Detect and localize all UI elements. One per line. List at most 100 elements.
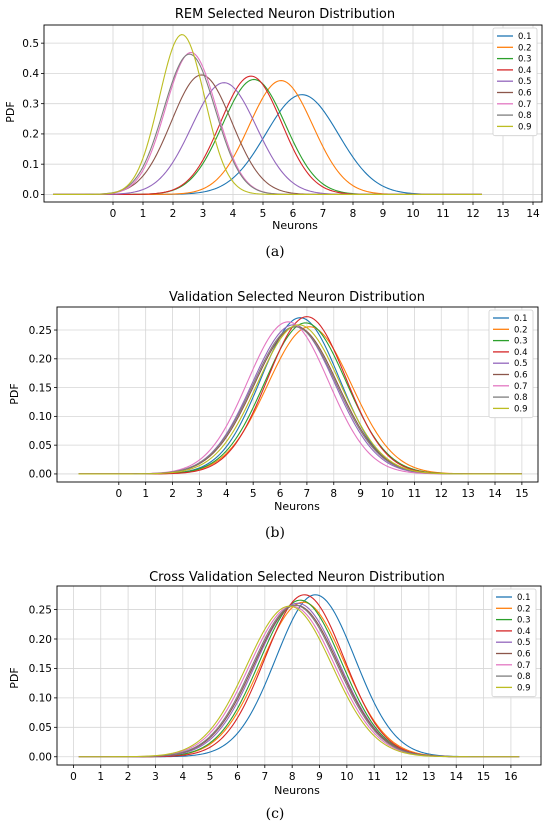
legend: 0.10.2 0.30.40.5 0.60.70.80.9 [491,588,537,698]
y-tick-label: 0.20 [29,354,52,366]
legend-label: 0.5 [518,77,532,87]
grid [57,586,541,765]
legend-label: 0.5 [517,638,531,648]
series-line-0.1 [78,594,520,758]
validation-chart: Validation Selected Neuron Distribution … [8,290,539,541]
x-tick-label: 5 [207,771,214,783]
series-line-0.9 [78,605,520,758]
x-tick-label: 3 [152,771,159,783]
y-tick-label: 0.00 [29,469,52,481]
y-tick-label: 0.05 [29,440,52,452]
x-tick-label: 2 [125,771,132,783]
legend-label: 0.7 [518,100,532,110]
series-line-0.5 [53,82,482,195]
legend-box [488,309,534,419]
y-tick-label: 0.25 [29,325,52,337]
series-line-0.6 [78,326,522,475]
x-tick-label: 4 [223,488,230,500]
y-tick-label: 0.15 [29,663,52,675]
x-tick-label: 1 [142,488,149,500]
legend-label: 0.3 [514,337,528,347]
y-tick-label: 0.10 [29,411,52,423]
y-tick-label: 0.25 [29,604,52,616]
legend-label: 0.2 [517,604,531,614]
y-tick-label: 0.3 [22,98,39,110]
x-tick-label: 4 [230,208,237,220]
legend-label: 0.6 [517,650,531,660]
x-axis-label: Neurons [274,500,320,513]
legend-label: 0.9 [514,404,528,414]
x-tick-label: 11 [368,771,381,783]
x-tick-label: 1 [97,771,104,783]
y-axis-label: PDF [8,667,21,688]
y-tick-label: 0.00 [29,752,52,764]
series-line-0.9 [78,324,522,475]
x-tick-label: 8 [330,488,337,500]
panel-caption: (c) [266,806,285,822]
tick-labels: 0 1 2 3 4 5 6 7 8 9 10 11 12 13 14 150.000.050.100.150.… [29,325,529,500]
y-tick-label: 0.05 [29,722,52,734]
legend-label: 0.2 [514,325,528,335]
chart-title: Validation Selected Neuron Distribution [169,290,425,305]
series-line-0.6 [78,604,520,758]
legend-label: 0.6 [518,89,532,99]
tick-labels: 0 1 2 3 4 5 6 7 8 9 10 11 12 13 140.00.10.20.30.40.5 [22,38,540,220]
x-tick-label: 9 [380,208,387,220]
x-tick-label: 12 [466,208,479,220]
series-lines [52,33,482,195]
legend-label: 0.9 [517,683,531,693]
legend-label: 0.1 [514,314,528,324]
series-line-0.2 [78,601,520,758]
cross-validation-chart: Cross Validation Selected Neuron Distrib… [8,570,542,822]
panel-caption: (b) [265,525,285,541]
legend-label: 0.4 [518,66,532,76]
x-tick-label: 15 [515,488,528,500]
x-tick-label: 3 [196,488,203,500]
legend-label: 0.3 [517,616,531,626]
x-tick-label: 7 [320,208,327,220]
x-tick-label: 8 [289,771,296,783]
legend-label: 0.9 [518,122,532,132]
legend-label: 0.7 [517,661,531,671]
x-tick-label: 4 [179,771,186,783]
series-line-0.3 [78,599,520,758]
series-line-0.3 [53,78,482,195]
series-line-0.8 [78,326,522,475]
series-lines [78,316,522,475]
y-tick-label: 0.1 [22,159,39,171]
series-lines [78,594,520,758]
series-line-0.9 [53,33,482,195]
legend-label: 0.8 [514,393,528,403]
series-line-0.4 [78,594,520,758]
x-tick-label: 16 [504,771,518,783]
y-tick-label: 0.10 [29,693,52,705]
legend-label: 0.4 [517,627,531,637]
x-tick-label: 7 [304,488,311,500]
x-tick-label: 3 [200,208,207,220]
x-tick-label: 0 [110,208,117,220]
x-tick-label: 2 [169,488,176,500]
x-tick-label: 7 [261,771,268,783]
series-line-0.2 [78,326,522,475]
series-line-0.7 [78,321,522,475]
x-tick-label: 13 [422,771,435,783]
legend-box [492,27,538,137]
x-tick-label: 10 [381,488,394,500]
series-line-0.5 [78,324,522,475]
tick-labels: 0 1 2 3 4 5 6 7 8 9 10 11 12 13 14 15 160.000.050.100.15… [29,604,518,783]
legend-label: 0.3 [518,55,532,65]
x-tick-label: 9 [357,488,364,500]
x-tick-label: 6 [290,208,297,220]
grid [44,25,542,202]
series-line-0.4 [53,75,482,195]
x-tick-label: 5 [250,488,257,500]
x-tick-label: 0 [115,488,122,500]
y-tick-label: 0.5 [22,38,39,50]
series-line-0.5 [78,602,520,758]
y-tick-label: 0.20 [29,634,52,646]
legend-label: 0.1 [518,32,532,42]
series-line-0.1 [53,94,482,195]
y-axis-label: PDF [8,383,21,404]
x-tick-label: 0 [70,771,77,783]
legend-label: 0.5 [514,359,528,369]
